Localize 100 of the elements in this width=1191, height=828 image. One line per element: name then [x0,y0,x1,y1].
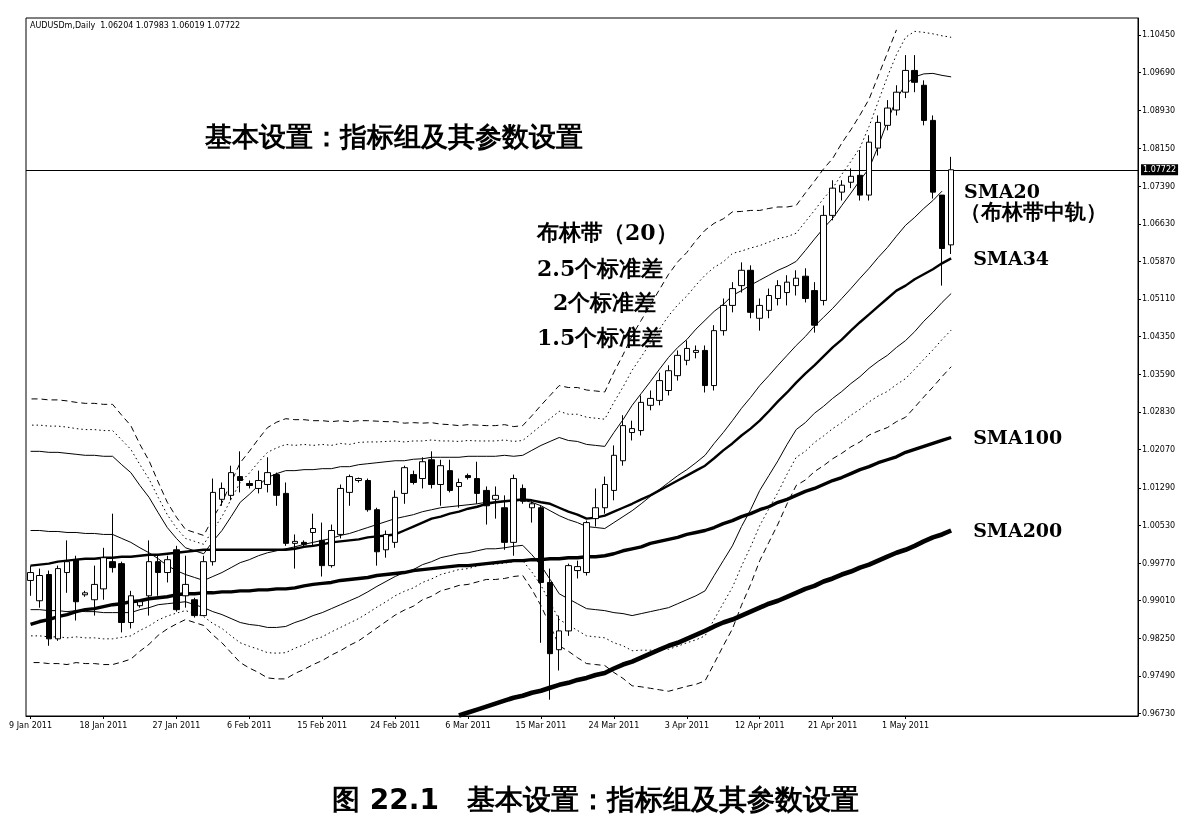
annotation: 1.5个标准差 [537,324,664,350]
candlestick [228,465,234,501]
candlestick [456,478,462,509]
candlestick [337,483,344,539]
candlestick [428,450,435,489]
annotation: 2个标准差 [553,289,657,315]
candlestick [702,344,708,393]
y-tick-label: 1.05110 [1142,294,1176,304]
x-tick-label: 3 Apr 2011 [664,720,710,730]
y-tick-label: 1.05870 [1142,256,1176,266]
candlestick [273,472,280,507]
candlestick [811,281,818,334]
candlestick [775,279,781,306]
x-tick-label: 18 Jan 2011 [79,720,128,730]
candlestick [656,372,663,406]
candlestick [620,414,626,467]
candlestick [36,568,43,609]
candlestick [684,340,690,366]
candlestick [447,459,453,493]
candlestick [592,487,599,528]
candlestick [465,473,471,481]
x-tick-label: 27 Jan 2011 [152,720,201,730]
candlestick [802,267,809,303]
candlestick [191,597,198,619]
x-tick-label: 21 Apr 2011 [807,720,858,730]
candlestick [474,461,480,505]
y-tick-label: 1.02830 [1142,407,1176,417]
candlestick [793,269,799,297]
x-tick-label: 6 Feb 2011 [226,720,272,730]
candlestick [738,261,745,294]
candlestick [346,474,353,507]
x-tick-label: 9 Jan 2011 [9,720,52,730]
candlestick [510,474,517,557]
candlestick [437,459,444,507]
text: （布林带中轨） [960,199,1107,224]
y-tick-label: 1.06630 [1142,219,1176,229]
candlestick [82,590,88,598]
y-tick-label: 1.10450 [1142,30,1176,40]
y-tick-label: 1.07390 [1142,181,1176,191]
annotation: 2.5个标准差 [537,255,664,281]
candlestick [301,539,307,548]
candlestick [501,494,508,551]
candlestick [483,485,490,526]
annotation: 基本设置：指标组及其参数设置 [204,121,583,152]
x-tick-label: 12 Apr 2011 [735,720,785,730]
candlestick [720,297,727,337]
candlestick [492,485,499,520]
y-tick-label: 1.03590 [1142,369,1176,379]
y-tick-label: 1.01290 [1142,483,1176,493]
candlestick [674,349,681,382]
x-tick-label: 24 Mar 2011 [588,720,640,730]
candlestick [784,274,790,306]
candlestick [756,297,763,332]
candlestick [392,489,398,549]
x-tick-label: 6 Mar 2011 [445,720,491,730]
candlestick [829,179,836,221]
candlestick [574,560,581,579]
text: 图 22.1 基本设置：指标组及其参数设置 [332,782,859,816]
candlestick [729,281,736,313]
series-label: SMA200 [973,519,1063,542]
candlestick [383,529,389,559]
candlestick [237,450,243,493]
candlestick [647,390,654,411]
candlestick [419,456,426,489]
candlestick [893,84,900,116]
candlestick [410,470,417,485]
x-tick-label: 15 Feb 2011 [297,720,348,730]
y-tick-label: 0.97490 [1142,671,1176,681]
candlestick [611,444,617,501]
candlestick [839,179,845,202]
candlestick [355,477,362,484]
y-tick-label: 0.96730 [1142,709,1176,719]
candlestick [711,324,717,391]
candlestick [264,456,271,493]
x-tick-label: 1 May 2011 [882,720,930,730]
candlestick [365,478,371,513]
series-label: SMA100 [973,426,1063,449]
y-tick-label: 1.09690 [1142,67,1176,77]
candlestick [219,482,225,507]
candlestick [283,482,289,547]
annotation: AUDUSDm,Daily 1.06204 1.07983 1.06019 1.07722 [30,20,241,30]
candlestick [520,483,526,505]
candlestick [246,480,253,489]
candlestick [766,288,772,319]
candlestick [884,99,891,131]
candlestick [529,500,535,524]
candlestick [629,420,635,441]
candlestick [820,204,827,306]
y-tick-label: 0.99770 [1142,558,1176,568]
y-tick-label: 0.98250 [1142,633,1176,643]
y-tick-label: 0.99010 [1142,596,1176,606]
y-tick-label: 1.04350 [1142,332,1176,342]
candlestick [255,470,262,494]
candlestick [693,344,699,359]
y-tick-label: 1.08930 [1142,105,1176,115]
candlestick [91,565,98,617]
candlestick [602,476,608,515]
candlestick [747,264,754,319]
ref-line-label: 1.07722 [1143,165,1177,175]
y-tick-label: 1.02070 [1142,444,1176,454]
